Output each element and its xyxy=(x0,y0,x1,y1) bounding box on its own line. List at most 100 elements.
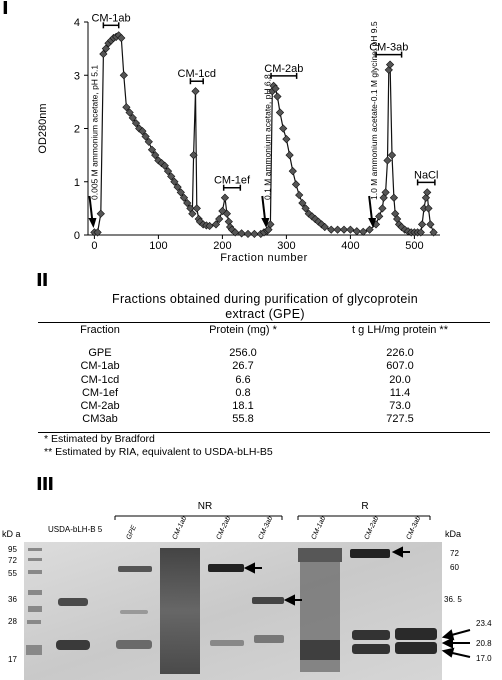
data-point xyxy=(250,229,259,239)
data-point xyxy=(285,151,294,160)
fraction-label: CM-1ef xyxy=(214,175,251,187)
y-tick-label: 3 xyxy=(74,70,80,82)
table-rule-bottom xyxy=(38,432,490,433)
cell-protein: 26.7 xyxy=(232,360,254,373)
data-point xyxy=(93,228,102,237)
gel-figure: NR R kD a USDA-bLH-B 5 GPE CM-1ab CM-2ab… xyxy=(2,501,492,680)
cell-fraction: CM3ab xyxy=(82,413,118,426)
gel-ladder-lane xyxy=(26,548,42,655)
data-point xyxy=(189,151,198,160)
x-tick-label: 200 xyxy=(213,240,231,252)
gel-image xyxy=(24,542,442,680)
fraction-label: CM-3ab xyxy=(369,42,408,54)
gel-group-r: R xyxy=(361,501,368,512)
data-point xyxy=(424,204,433,213)
data-point xyxy=(188,209,197,218)
gel-marker-right: 17.0 xyxy=(476,654,492,663)
buffer-change-arrowhead xyxy=(261,218,270,228)
data-point xyxy=(381,188,390,197)
cell-protein: 256.0 xyxy=(229,347,257,360)
data-point xyxy=(282,135,291,144)
x-tick-label: 500 xyxy=(405,240,423,252)
fraction-label: CM-1ab xyxy=(91,12,130,24)
y-tick-label: 4 xyxy=(74,17,80,29)
data-point xyxy=(170,177,179,186)
buffer-label: 0.1 M ammonium acetate, pH 6.8 xyxy=(262,74,272,200)
gel-marker-right: 72 xyxy=(450,549,459,558)
table-header-row: Fraction Protein (mg) * t g LH/mg protei… xyxy=(38,324,490,337)
gel-marker-right: 23.4 xyxy=(476,619,492,628)
data-point xyxy=(419,204,429,213)
gel-lane-r-cm3ab: CM-3ab xyxy=(405,515,422,541)
data-point xyxy=(279,124,288,133)
data-point xyxy=(96,209,105,218)
table-row: GPE 256.0 226.0 xyxy=(38,347,490,360)
data-point xyxy=(426,220,435,229)
panel-label-i: I xyxy=(2,0,9,19)
data-point xyxy=(147,145,157,154)
cell-lh: 11.4 xyxy=(389,386,411,399)
data-point xyxy=(375,212,384,221)
data-point xyxy=(128,113,137,122)
gel-standard-lane-label: USDA-bLH-B 5 xyxy=(48,525,103,534)
buffer-change-arrow xyxy=(88,195,94,223)
data-point xyxy=(346,225,355,234)
x-axis-label: Fraction number xyxy=(220,252,308,264)
cell-lh: 226.0 xyxy=(386,347,414,360)
cell-protein: 55.8 xyxy=(232,413,254,426)
cell-fraction: CM-1cd xyxy=(80,373,120,386)
gel-r-cm1ab-bands xyxy=(298,548,342,672)
data-point xyxy=(273,92,282,101)
data-point xyxy=(288,166,297,176)
data-point xyxy=(101,44,111,53)
table-row: CM-1cd 6.6 20.0 xyxy=(38,374,490,387)
buffer-change-arrow xyxy=(261,195,267,223)
cell-protein: 18.1 xyxy=(232,399,254,412)
x-tick-label: 400 xyxy=(341,240,359,252)
gel-marker-right: 20.8 xyxy=(476,639,492,648)
cell-lh: 20.0 xyxy=(389,373,411,386)
data-point xyxy=(220,193,230,202)
data-point xyxy=(176,188,185,197)
y-axis-label: OD280nm xyxy=(37,103,49,153)
data-point xyxy=(275,108,285,117)
data-point xyxy=(99,49,108,59)
data-point xyxy=(383,156,392,165)
buffer-change-arrow xyxy=(368,195,374,223)
x-tick-label: 300 xyxy=(277,240,295,252)
panel-label-ii: II xyxy=(36,270,48,291)
data-point xyxy=(295,190,304,200)
gel-lane-r-cm2ab: CM-2ab xyxy=(363,515,380,541)
cell-fraction: CM-1ef xyxy=(81,386,119,399)
cell-lh: 73.0 xyxy=(389,399,411,412)
gel-standard-bands xyxy=(56,598,90,650)
data-point xyxy=(378,204,387,213)
footnote-ria: ** Estimated by RIA, equivalent to USDA-… xyxy=(44,446,273,458)
gel-nr-cm2ab-bands xyxy=(208,564,244,646)
gel-nr-cm1ab-smear xyxy=(160,548,200,674)
data-point xyxy=(179,193,189,202)
data-point xyxy=(387,151,397,160)
data-point xyxy=(365,225,374,234)
gel-marker-right: 60 xyxy=(450,563,459,572)
data-point xyxy=(138,127,147,136)
gel-lane-nr-cm1ab: CM-1ab xyxy=(171,515,188,541)
gel-marker-left: 36 xyxy=(8,595,17,604)
cell-lh: 607.0 xyxy=(386,360,414,373)
gel-marker-right: 36. 5 xyxy=(444,595,462,604)
cell-fraction: GPE xyxy=(88,347,112,360)
data-point xyxy=(117,33,126,43)
fraction-label: CM-1cd xyxy=(178,68,217,80)
fraction-label: NaCl xyxy=(414,169,438,181)
table-row: CM-1ef 0.8 11.4 xyxy=(38,387,490,400)
data-point xyxy=(131,119,141,128)
data-point xyxy=(243,229,253,239)
data-point xyxy=(423,188,432,197)
header-lh: t g LH/mg protein ** xyxy=(352,324,448,336)
gel-kda-left: kD a xyxy=(2,529,21,539)
data-point xyxy=(119,71,128,80)
data-point xyxy=(191,87,200,96)
header-protein: Protein (mg) * xyxy=(209,324,277,336)
buffer-label: 0.005 M ammonium acetate, pH 5.1 xyxy=(89,65,99,200)
buffer-change-arrowhead xyxy=(368,218,377,228)
